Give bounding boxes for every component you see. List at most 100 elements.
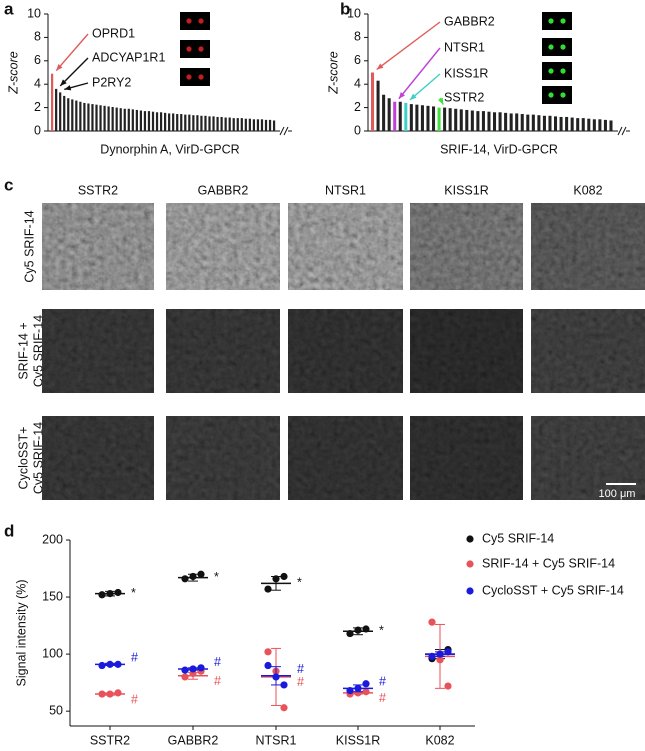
bar (248, 118, 251, 131)
legend-label: Cy5 SRIF-14 (482, 531, 554, 545)
thumbnail (180, 12, 210, 30)
bar (115, 107, 118, 131)
bar (443, 107, 447, 131)
arrow-head (376, 63, 384, 70)
y-axis-label: Z-score (326, 51, 340, 94)
arrow-head (60, 79, 67, 86)
bar (565, 116, 569, 131)
legend-label: CycloSST + Cy5 SRIF-14 (482, 583, 624, 597)
bar (371, 72, 375, 131)
bar (504, 112, 508, 131)
bar (554, 116, 558, 131)
annotation-arrow (55, 33, 89, 72)
thumbnail-spot (198, 74, 204, 80)
thumbnail-spot (198, 18, 204, 24)
legend-swatch (466, 535, 474, 543)
bar (216, 116, 219, 131)
significance-mark: # (379, 675, 386, 689)
y-tick-label: 8 (354, 30, 361, 44)
data-point (428, 618, 436, 626)
bar (135, 109, 138, 131)
significance-mark: # (214, 674, 221, 688)
bar (236, 118, 239, 131)
bar (107, 106, 110, 131)
data-point (106, 660, 114, 668)
data-point (114, 660, 122, 668)
y-tick-label: 2 (354, 100, 361, 114)
bar (232, 118, 235, 131)
bar (592, 119, 596, 131)
bar (498, 112, 502, 131)
thumbnail (542, 12, 572, 30)
data-point (106, 590, 114, 598)
bar (172, 113, 175, 131)
bar (220, 116, 223, 131)
legend-swatch (466, 560, 474, 568)
bar (587, 118, 591, 131)
data-point (272, 575, 280, 583)
micrograph-dim (42, 309, 154, 393)
annotation: NTSR1 (444, 40, 485, 54)
bar (168, 113, 171, 131)
axis-break (617, 126, 623, 136)
column-label: NTSR1 (325, 183, 366, 197)
micrograph-dim (166, 203, 280, 290)
significance-mark: # (379, 691, 386, 705)
micrograph-dim (410, 309, 523, 393)
bar (176, 114, 179, 131)
micrograph-dim (42, 416, 154, 500)
y-tick-label: 4 (34, 76, 41, 90)
bar (476, 111, 480, 131)
data-point (264, 585, 272, 593)
micrograph-dim (42, 203, 154, 290)
bar (184, 114, 187, 131)
significance-mark: * (214, 570, 219, 584)
bar (465, 109, 469, 131)
row-label: Cy5 SRIF-14 (31, 422, 45, 494)
column-label: GABBR2 (198, 183, 249, 197)
thumbnail (542, 38, 572, 56)
bar (71, 99, 74, 131)
annotation: SSTR2 (444, 90, 484, 104)
data-point (444, 682, 452, 690)
bar (376, 80, 380, 131)
bar (260, 119, 264, 131)
x-axis-label: SRIF-14, VirD-GPCR (440, 142, 558, 156)
panel-label: b (340, 0, 350, 18)
bar (55, 88, 58, 131)
bar (481, 111, 485, 131)
micrograph (166, 203, 280, 290)
panel-label: c (4, 175, 13, 194)
bar (111, 107, 114, 131)
thumbnail-spot (548, 68, 554, 74)
micrograph-dim (410, 416, 523, 500)
micrograph-dim (166, 416, 280, 500)
x-tick-label: K082 (425, 733, 454, 746)
data-point (114, 588, 122, 597)
significance-mark: # (131, 692, 138, 706)
y-tick-label: 50 (49, 703, 63, 717)
bar (581, 118, 585, 131)
data-point (189, 572, 197, 581)
bar (470, 110, 474, 131)
y-tick-label: 0 (354, 123, 361, 137)
data-point (354, 626, 362, 634)
y-tick-label: 10 (347, 6, 361, 20)
bar (91, 104, 94, 131)
y-tick-label: 2 (34, 100, 41, 114)
bar (127, 108, 130, 131)
data-point (264, 661, 272, 670)
annotation: ADCYAP1R1 (92, 50, 165, 64)
bar (448, 108, 452, 131)
bar (264, 119, 268, 131)
data-point (354, 684, 362, 692)
annotation-arrow (409, 73, 441, 101)
x-tick-label: SSTR2 (90, 733, 130, 746)
bar (520, 114, 524, 131)
bar (420, 105, 424, 131)
micrograph-dim (288, 309, 403, 393)
bar (409, 104, 413, 131)
x-tick-label: NTSR1 (256, 733, 297, 746)
arrow-head (437, 97, 444, 105)
